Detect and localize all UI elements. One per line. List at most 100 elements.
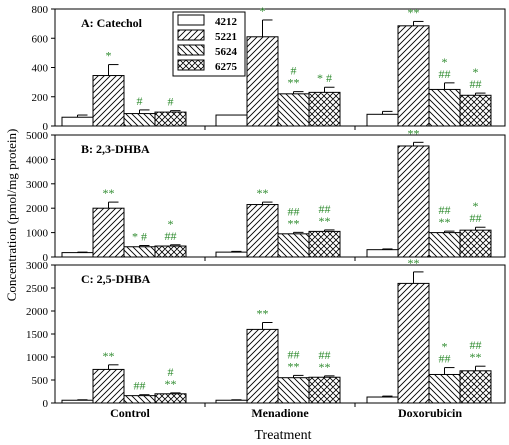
significance-label: ** (408, 256, 420, 270)
bar (123, 395, 156, 404)
y-tick-label: 3000 (26, 179, 49, 191)
legend-label: 5624 (215, 46, 238, 58)
significance-label: ** (470, 350, 482, 364)
significance-label: * # (132, 230, 147, 244)
y-tick-label: 1000 (26, 352, 49, 364)
significance-label: ## (470, 338, 482, 352)
significance-label: * (442, 340, 448, 354)
significance-label: ## (439, 67, 451, 81)
y-tick-label: 500 (32, 375, 49, 387)
y-tick-label: 2500 (26, 283, 49, 295)
bar (428, 88, 461, 127)
bar (215, 251, 248, 258)
y-tick-label: 1000 (26, 228, 49, 240)
significance-label: # (137, 94, 143, 108)
significance-label: ## (134, 379, 146, 393)
bar (397, 25, 430, 127)
bar (308, 376, 341, 404)
y-axis-label: Concentration (pmol/mg protein) (4, 129, 19, 302)
bar (61, 252, 94, 258)
legend: 4212 5221 5624 6275 (172, 11, 246, 77)
significance-label: ## (319, 202, 331, 216)
bar (308, 230, 341, 258)
bar (308, 91, 341, 127)
bar (277, 93, 310, 127)
y-tick-label: 4000 (26, 154, 49, 166)
bar (428, 232, 461, 258)
significance-label: ** (257, 186, 269, 200)
significance-label: ## (470, 77, 482, 91)
legend-swatch (177, 59, 205, 71)
bar (61, 399, 94, 404)
significance-label: # (291, 64, 297, 78)
panel-title: B: 2,3-DHBA (81, 142, 150, 156)
significance-label: ** (288, 216, 300, 230)
y-tick-label: 400 (32, 63, 49, 75)
x-category-label: Doxorubicin (398, 406, 462, 420)
significance-label: ## (165, 229, 177, 243)
significance-label: * (473, 65, 479, 79)
y-tick-label: 2000 (26, 203, 49, 215)
legend-swatch (177, 44, 205, 56)
significance-label: ** (319, 214, 331, 228)
x-category-labels: Control Menadione Doxorubicin (110, 406, 462, 420)
bar (61, 116, 94, 127)
bar (215, 114, 248, 127)
significance-label: ## (470, 211, 482, 225)
significance-label: ** (288, 76, 300, 90)
significance-label: ** (103, 186, 115, 200)
y-tick-label: 3000 (26, 260, 49, 272)
bar (246, 204, 279, 258)
significance-label: ** (288, 359, 300, 373)
legend-label: 6275 (215, 61, 238, 73)
bar (92, 368, 125, 404)
x-category-label: Control (110, 406, 150, 420)
legend-label: 5221 (215, 31, 237, 43)
significance-label: * (106, 49, 112, 63)
significance-label: ** (408, 126, 420, 140)
significance-label: ** (103, 349, 115, 363)
bar (366, 396, 399, 404)
legend-swatch (177, 14, 205, 26)
significance-label: * (168, 217, 174, 231)
y-tick-label: 2000 (26, 306, 49, 318)
significance-label: ## (288, 204, 300, 218)
significance-label: * (442, 55, 448, 69)
bar (154, 245, 187, 258)
y-tick-label: 0 (43, 121, 49, 133)
bar (459, 370, 492, 404)
bar (246, 36, 279, 127)
significance-label: ** (319, 360, 331, 374)
panel-title: A: Catechol (81, 16, 143, 30)
y-tick-label: 800 (32, 4, 49, 16)
bar (154, 111, 187, 127)
y-tick-label: 600 (32, 33, 49, 45)
bar (397, 145, 430, 258)
bar (123, 246, 156, 258)
significance-label: ## (319, 348, 331, 362)
significance-label: ** (257, 307, 269, 321)
bar (459, 94, 492, 127)
bar (277, 377, 310, 404)
legend-swatch (177, 29, 205, 41)
significance-label: ## (439, 352, 451, 366)
significance-label: ## (439, 203, 451, 217)
significance-label: ** (165, 377, 177, 391)
bar (459, 229, 492, 258)
bar (366, 249, 399, 258)
x-axis-label: Treatment (254, 428, 311, 443)
bar (154, 393, 187, 404)
legend-label: 4212 (215, 16, 238, 28)
bar (92, 75, 125, 127)
bar (92, 207, 125, 258)
y-tick-label: 5000 (26, 130, 49, 142)
bar (215, 399, 248, 404)
x-category-label: Menadione (251, 406, 309, 420)
significance-label: ** (408, 5, 420, 19)
y-tick-label: 0 (43, 398, 49, 410)
significance-label: # (168, 95, 174, 109)
